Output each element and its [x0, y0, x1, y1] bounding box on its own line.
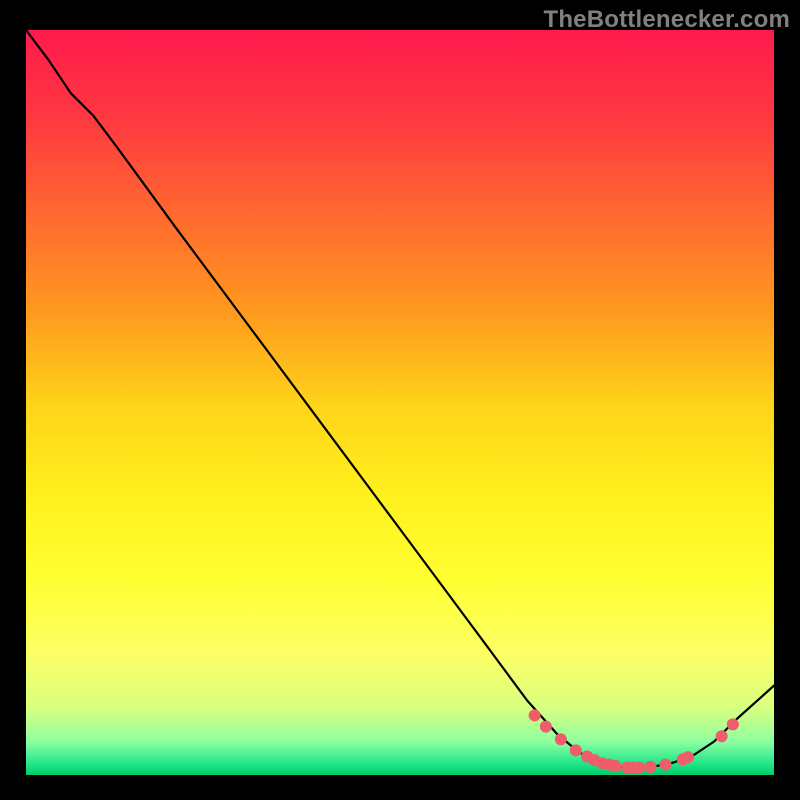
- data-marker: [540, 721, 551, 732]
- data-marker: [634, 762, 645, 773]
- plot-area: [26, 30, 774, 775]
- data-marker: [570, 745, 581, 756]
- data-marker: [529, 710, 540, 721]
- data-marker: [660, 759, 671, 770]
- data-marker: [716, 731, 727, 742]
- data-marker: [555, 734, 566, 745]
- data-marker: [682, 752, 693, 763]
- plot-svg: [26, 30, 774, 775]
- data-marker: [645, 761, 656, 772]
- data-marker: [727, 719, 738, 730]
- data-marker: [610, 761, 621, 772]
- chart-canvas: TheBottlenecker.com: [0, 0, 800, 800]
- gradient-background: [26, 30, 774, 775]
